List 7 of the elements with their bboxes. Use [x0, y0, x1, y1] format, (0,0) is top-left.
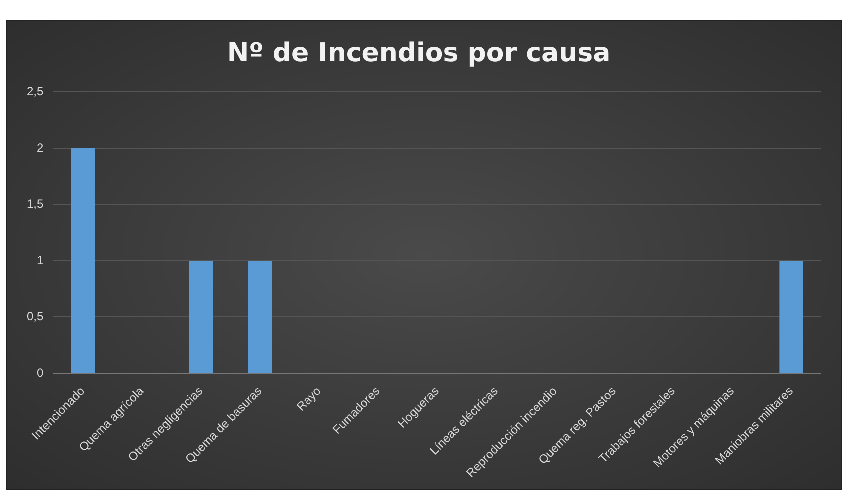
y-tick-label: 0,5: [26, 310, 44, 324]
y-tick-label: 1,5: [26, 197, 44, 212]
y-tick-label: 0: [36, 366, 44, 380]
chart-title: Nº de Incendios por causa: [227, 38, 611, 68]
y-tick-label: 2,5: [26, 84, 44, 99]
y-tick-label: 1: [36, 253, 44, 268]
y-tick-label: 2: [36, 140, 44, 155]
